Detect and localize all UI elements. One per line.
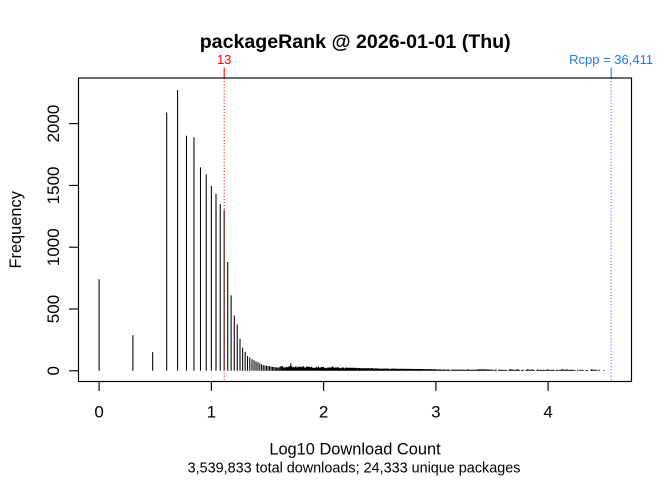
svg-text:13: 13 [217, 52, 231, 67]
svg-text:Rcpp = 36,411: Rcpp = 36,411 [569, 52, 653, 67]
svg-text:1500: 1500 [44, 166, 63, 204]
svg-text:1000: 1000 [44, 228, 63, 266]
svg-text:Log10 Download Count: Log10 Download Count [269, 440, 441, 458]
svg-text:500: 500 [44, 295, 63, 323]
svg-text:2: 2 [319, 403, 328, 422]
svg-text:1: 1 [207, 403, 216, 422]
svg-text:2000: 2000 [44, 105, 63, 143]
svg-text:Frequency: Frequency [7, 190, 25, 268]
svg-text:0: 0 [44, 366, 63, 375]
svg-text:3: 3 [431, 403, 440, 422]
svg-text:packageRank @ 2026-01-01 (Thu): packageRank @ 2026-01-01 (Thu) [200, 31, 511, 53]
svg-text:0: 0 [94, 403, 103, 422]
svg-text:3,539,833 total downloads; 24,: 3,539,833 total downloads; 24,333 unique… [188, 460, 521, 476]
svg-text:4: 4 [543, 403, 552, 422]
